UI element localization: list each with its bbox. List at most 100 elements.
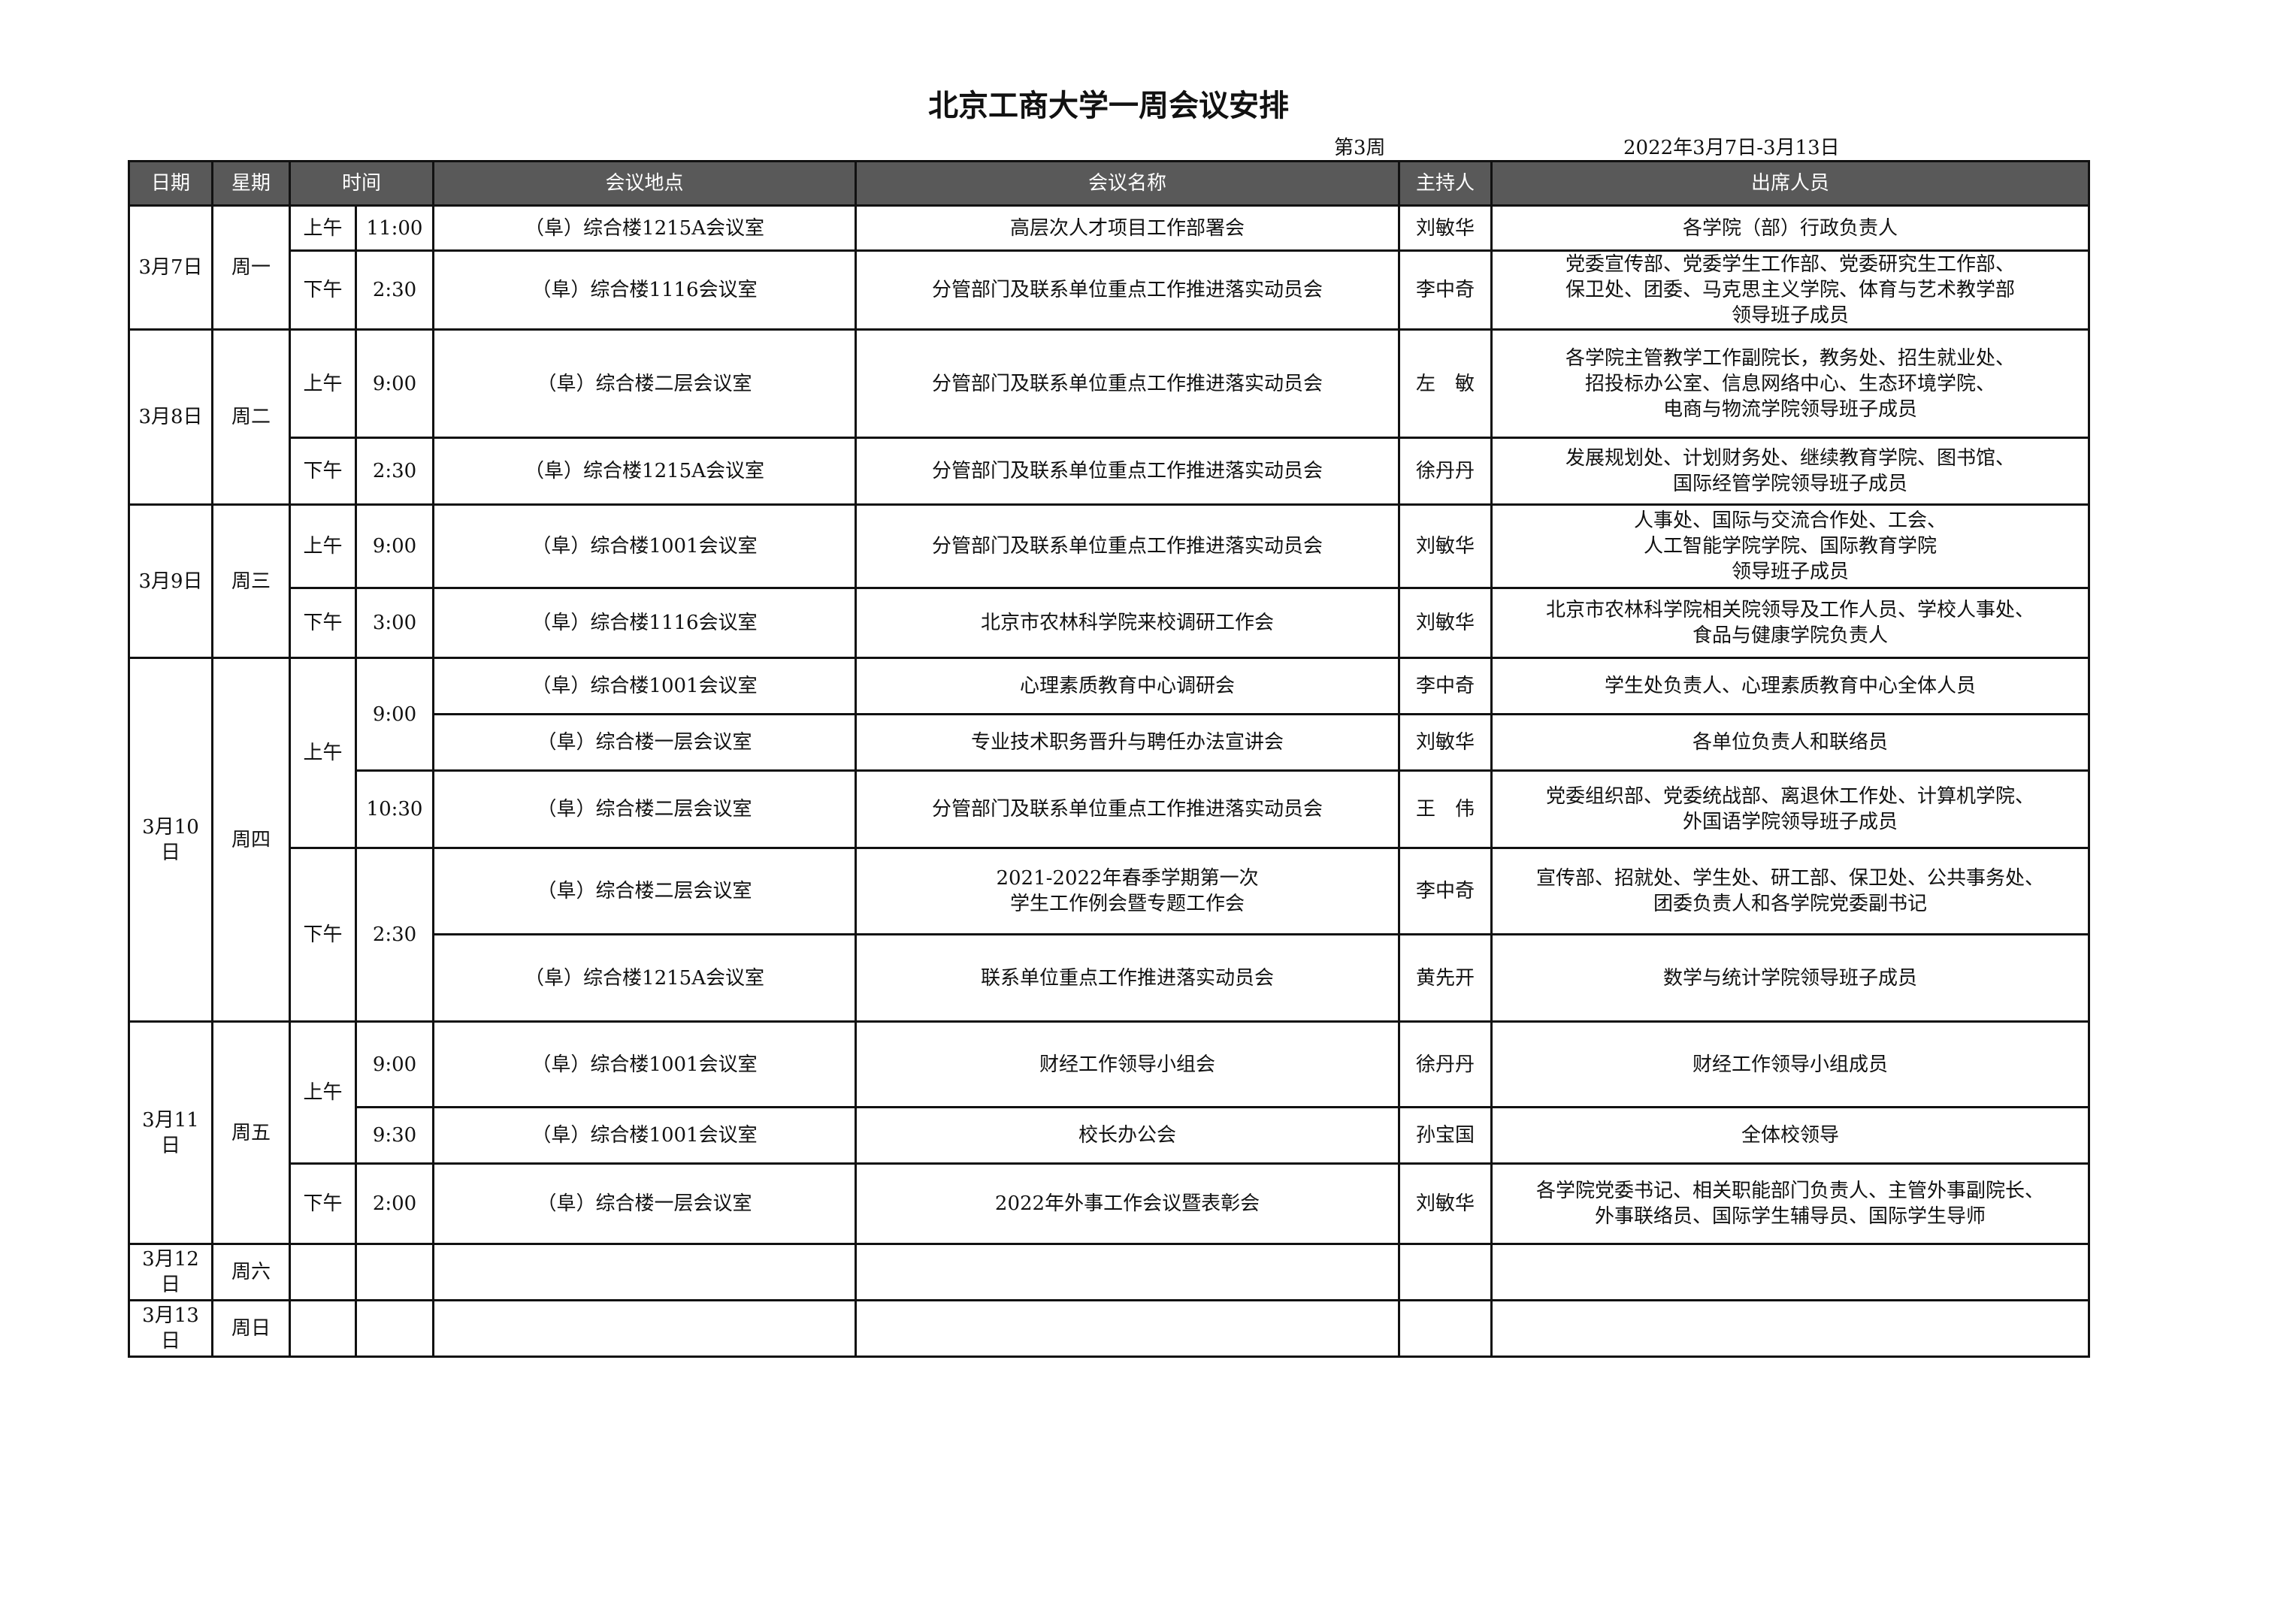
host-cell: 刘敏华: [1398, 204, 1493, 252]
time-cell: 9:00: [354, 657, 435, 772]
period-cell: 上午: [289, 657, 357, 849]
period-cell: 下午: [289, 1162, 357, 1245]
time-cell: 2:30: [354, 437, 435, 506]
attendees-cell: [1490, 1299, 2091, 1358]
meeting-row: 3月10日 周四 上午 9:00 （阜）综合楼1001会议室 心理素质教育中心调研会 李中奇…: [128, 657, 2091, 1023]
location-cell: [432, 1299, 858, 1358]
time-cell: 9:00: [354, 328, 435, 439]
meeting-row: 3月9日 周三 上午 9:00 （阜）综合楼1001会议室 分管部门及联系单位重点工作推进…: [128, 503, 2091, 659]
location-cell: （阜）综合楼1116会议室: [432, 587, 858, 659]
location-cell: （阜）综合楼一层会议室: [432, 713, 858, 772]
weekday-cell: 周六: [211, 1243, 291, 1301]
attendees-cell: 数学与统计学院领导班子成员: [1490, 933, 2091, 1023]
location-cell: （阜）综合楼二层会议室: [432, 328, 858, 439]
attendees-cell: 人事处、国际与交流合作处、工会、 人工智能学院学院、国际教育学院 领导班子成员: [1490, 503, 2091, 589]
meeting-name-cell: 专业技术职务晋升与聘任办法宣讲会: [855, 713, 1401, 772]
meeting-name-cell: 高层次人才项目工作部署会: [855, 204, 1401, 252]
location-cell: （阜）综合楼1001会议室: [432, 657, 858, 715]
period-cell: 下午: [289, 587, 357, 659]
date-cell: 3月7日: [128, 204, 213, 331]
host-cell: 左 敏: [1398, 328, 1493, 439]
page-title: 北京工商大学一周会议安排: [928, 89, 1289, 123]
period-cell: [289, 1243, 357, 1301]
attendees-cell: 党委宣传部、党委学生工作部、党委研究生工作部、 保卫处、团委、马克思主义学院、体…: [1490, 249, 2091, 331]
meeting-row: 下午 2:30 （阜）综合楼1215A会议室 分管部门及联系单位重点工作推进落实动员会…: [129, 437, 2091, 506]
meeting-name-cell: 分管部门及联系单位重点工作推进落实动员会: [855, 503, 1401, 589]
location-cell: （阜）综合楼二层会议室: [432, 769, 858, 849]
attendees-cell: 各学院党委书记、相关职能部门负责人、主管外事副院长、 外事联络员、国际学生辅导员…: [1490, 1162, 2091, 1245]
meeting-name-cell: 校长办公会: [855, 1106, 1401, 1165]
weekday-cell: 周五: [211, 1020, 291, 1245]
attendees-cell: 各学院（部）行政负责人: [1490, 204, 2091, 252]
time-cell: 2:30: [354, 847, 435, 1023]
meeting-row: 10:30 （阜）综合楼二层会议室 分管部门及联系单位重点工作推进落实动员会王 伟党…: [129, 769, 2091, 849]
time-cell: 2:30: [354, 249, 435, 331]
period-cell: 下午: [289, 437, 357, 506]
attendees-cell: 发展规划处、计划财务处、继续教育学院、图书馆、 国际经管学院领导班子成员: [1490, 437, 2091, 506]
date-cell: 3月8日: [128, 328, 213, 506]
meeting-row: 下午 2:30 （阜）综合楼1116会议室 分管部门及联系单位重点工作推进落实动员会李…: [129, 249, 2091, 331]
location-cell: （阜）综合楼1001会议室: [432, 503, 858, 589]
host-cell: 刘敏华: [1398, 1162, 1493, 1245]
meeting-name-cell: 分管部门及联系单位重点工作推进落实动员会: [855, 437, 1401, 506]
location-cell: （阜）综合楼1215A会议室: [432, 933, 858, 1023]
header-time: 时间: [288, 160, 435, 207]
location-cell: （阜）综合楼1215A会议室: [432, 437, 858, 506]
attendees-cell: 各单位负责人和联络员: [1490, 713, 2091, 772]
host-cell: 徐丹丹: [1398, 1020, 1493, 1108]
date-range: 2022年3月7日-3月13日: [1623, 137, 1840, 159]
host-cell: 李中奇: [1398, 847, 1493, 935]
meeting-name-cell: 北京市农林科学院来校调研工作会: [855, 587, 1401, 659]
empty-day-row: 3月12日 周六: [128, 1243, 2091, 1301]
period-cell: [289, 1299, 357, 1358]
attendees-cell: 党委组织部、党委统战部、离退休工作处、计算机学院、 外国语学院领导班子成员: [1490, 769, 2091, 849]
meeting-row: 3月8日 周二 上午 9:00 （阜）综合楼二层会议室 分管部门及联系单位重点工作推进落实…: [128, 328, 2091, 506]
date-cell: 3月9日: [128, 503, 213, 659]
meeting-name-cell: 2022年外事工作会议暨表彰会: [855, 1162, 1401, 1245]
header-weekday: 星期: [211, 160, 291, 207]
attendees-cell: 北京市农林科学院相关院领导及工作人员、学校人事处、 食品与健康学院负责人: [1490, 587, 2091, 659]
meeting-name-cell: 分管部门及联系单位重点工作推进落实动员会: [855, 249, 1401, 331]
time-cell: 11:00: [354, 204, 435, 252]
weekday-cell: 周一: [211, 204, 291, 331]
time-cell: 3:00: [354, 587, 435, 659]
time-cell: 10:30: [354, 769, 435, 849]
host-cell: [1398, 1243, 1493, 1301]
time-cell: [354, 1299, 435, 1358]
weekday-cell: 周四: [211, 657, 291, 1023]
meeting-row: （阜）综合楼一层会议室 专业技术职务晋升与聘任办法宣讲会 刘敏华 各单位负责人和联络员: [129, 713, 2091, 772]
header-location: 会议地点: [432, 160, 858, 207]
meeting-name-cell: [855, 1243, 1401, 1301]
period-cell: 上午: [289, 503, 357, 589]
period-cell: 上午: [289, 1020, 357, 1165]
meeting-row: 3月7日 周一 上午 11:00 （阜）综合楼1215A会议室 高层次人才项目工作部署会刘…: [128, 204, 2091, 331]
host-cell: 刘敏华: [1398, 713, 1493, 772]
time-cell: [354, 1243, 435, 1301]
meeting-row: 3月11日 周五 上午 9:00 （阜）综合楼1001会议室 财经工作领导小组会 徐丹丹 财经…: [128, 1020, 2091, 1245]
period-cell: 下午: [289, 847, 357, 1023]
meeting-row: 下午 3:00 （阜）综合楼1116会议室 北京市农林科学院来校调研工作会 刘敏华 北京市…: [129, 587, 2091, 659]
host-cell: 李中奇: [1398, 657, 1493, 715]
time-cell: 9:00: [354, 1020, 435, 1108]
location-cell: [432, 1243, 858, 1301]
empty-day-row: 3月13日 周日: [128, 1299, 2091, 1358]
host-cell: 刘敏华: [1398, 587, 1493, 659]
host-cell: 李中奇: [1398, 249, 1493, 331]
meeting-name-cell: [855, 1299, 1401, 1358]
week-number: 第3周: [1334, 137, 1386, 159]
meeting-name-cell: 分管部门及联系单位重点工作推进落实动员会: [855, 769, 1401, 849]
host-cell: 王 伟: [1398, 769, 1493, 849]
meeting-name-cell: 心理素质教育中心调研会: [855, 657, 1401, 715]
period-cell: 下午: [289, 249, 357, 331]
header-row: 日期 星期 时间 会议地点 会议名称 主持人 出席人员: [128, 160, 2091, 207]
location-cell: （阜）综合楼1001会议室: [432, 1106, 858, 1165]
date-cell: 3月13日: [128, 1299, 213, 1358]
weekday-cell: 周日: [211, 1299, 291, 1358]
header-attendees: 出席人员: [1490, 160, 2091, 207]
header-meeting-name: 会议名称: [855, 160, 1401, 207]
date-cell: 3月12日: [128, 1243, 213, 1301]
meeting-name-cell: 联系单位重点工作推进落实动员会: [855, 933, 1401, 1023]
date-cell: 3月10日: [128, 657, 213, 1023]
location-cell: （阜）综合楼一层会议室: [432, 1162, 858, 1245]
period-cell: 上午: [289, 204, 357, 252]
